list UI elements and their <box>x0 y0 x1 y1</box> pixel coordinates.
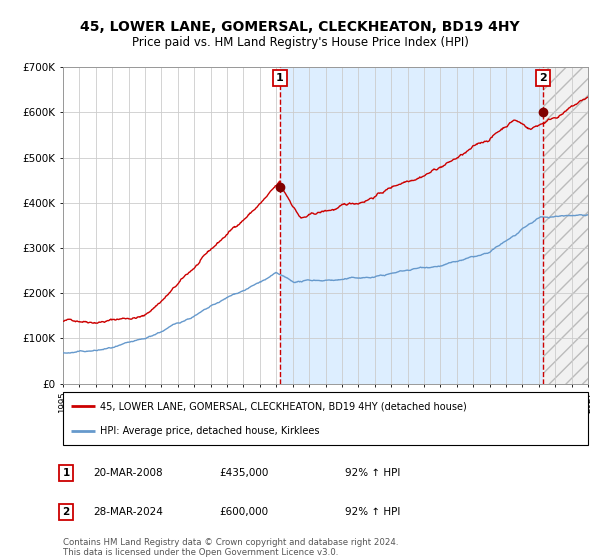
Text: 1: 1 <box>62 468 70 478</box>
Text: 28-MAR-2024: 28-MAR-2024 <box>93 507 163 517</box>
Text: 45, LOWER LANE, GOMERSAL, CLECKHEATON, BD19 4HY: 45, LOWER LANE, GOMERSAL, CLECKHEATON, B… <box>80 20 520 34</box>
Text: HPI: Average price, detached house, Kirklees: HPI: Average price, detached house, Kirk… <box>100 426 319 436</box>
Text: 1: 1 <box>276 73 284 83</box>
Text: Price paid vs. HM Land Registry's House Price Index (HPI): Price paid vs. HM Land Registry's House … <box>131 36 469 49</box>
Bar <box>280 67 542 384</box>
Text: 92% ↑ HPI: 92% ↑ HPI <box>345 507 400 517</box>
Bar <box>542 67 588 384</box>
Text: 45, LOWER LANE, GOMERSAL, CLECKHEATON, BD19 4HY (detached house): 45, LOWER LANE, GOMERSAL, CLECKHEATON, B… <box>100 402 467 412</box>
Text: £435,000: £435,000 <box>219 468 268 478</box>
Text: 92% ↑ HPI: 92% ↑ HPI <box>345 468 400 478</box>
Bar <box>542 67 588 384</box>
Text: £600,000: £600,000 <box>219 507 268 517</box>
Text: 2: 2 <box>539 73 547 83</box>
Text: 2: 2 <box>62 507 70 517</box>
Text: Contains HM Land Registry data © Crown copyright and database right 2024.
This d: Contains HM Land Registry data © Crown c… <box>63 538 398 557</box>
Text: 20-MAR-2008: 20-MAR-2008 <box>93 468 163 478</box>
